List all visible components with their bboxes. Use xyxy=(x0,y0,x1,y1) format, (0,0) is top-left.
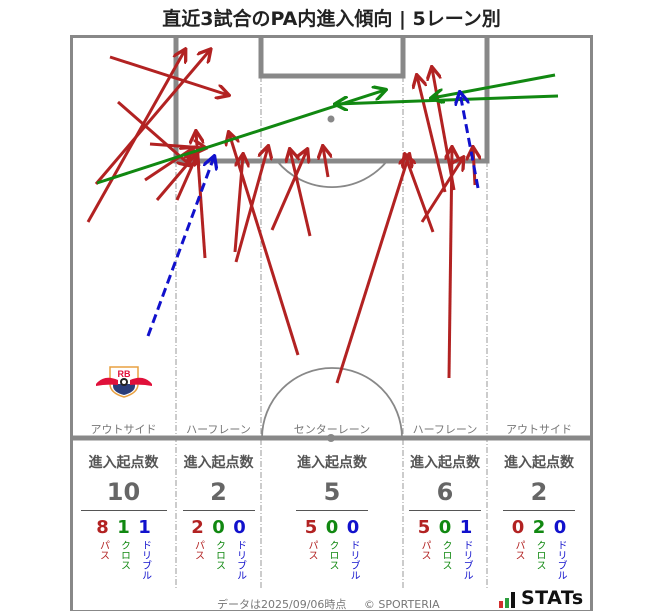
stats-brand-logo: STATs xyxy=(499,588,584,608)
stat-divider xyxy=(80,510,167,511)
lane-label-center: センターレーン xyxy=(293,423,371,436)
lane-stats-outside-left: 進入起点数 10 8 パス 1 クロス 1 ドリブル xyxy=(71,452,176,580)
lane-label-halfspace-right: ハーフレーン xyxy=(412,423,478,436)
dribble-label: ドリブル xyxy=(139,540,151,580)
stat-divider xyxy=(296,510,368,511)
pass-arrow xyxy=(196,132,207,259)
pass-arrow xyxy=(109,55,228,95)
cross-count: 2 xyxy=(532,517,546,538)
pass-label: パス xyxy=(306,540,317,560)
pass-label: パス xyxy=(513,540,524,560)
pass-arrows xyxy=(86,50,475,384)
dribble-label: ドリブル xyxy=(555,540,566,580)
pass-arrow xyxy=(290,150,312,237)
stat-divider xyxy=(182,510,255,511)
pass-count: 0 xyxy=(511,517,525,538)
lane-stats-halfspace-left: 進入起点数 2 2 パス 0 クロス 0 ドリブル xyxy=(176,452,261,580)
footer: データは2025/09/06時点 © SPORTERIA xyxy=(217,596,454,612)
pass-count: 5 xyxy=(304,517,318,538)
dribble-arrows xyxy=(146,93,480,337)
stat-total: 2 xyxy=(210,478,227,506)
pass-arrow xyxy=(432,68,456,191)
pass-arrow xyxy=(234,147,268,263)
stat-total: 6 xyxy=(436,478,454,506)
pass-arrow xyxy=(417,76,447,193)
lane-label-halfspace-left: ハーフレーン xyxy=(186,423,251,436)
cross-label: クロス xyxy=(534,540,545,570)
pass-arrow xyxy=(117,100,190,165)
data-date-note: データは2025/09/06時点 xyxy=(217,598,347,611)
copyright: © SPORTERIA xyxy=(363,598,440,611)
stat-header: 進入起点数 xyxy=(410,455,480,471)
pass-count: 5 xyxy=(417,517,431,538)
dribble-label: ドリブル xyxy=(348,540,359,580)
lane-stats-center: 進入起点数 5 5 パス 0 クロス 0 ドリブル xyxy=(261,452,403,580)
pass-arrow xyxy=(270,150,307,231)
stat-header: 進入起点数 xyxy=(504,455,574,471)
pass-arrow xyxy=(420,158,463,223)
cross-label: クロス xyxy=(327,540,338,570)
stat-header: 進入起点数 xyxy=(88,455,159,471)
lane-label-outside-right: アウトサイド xyxy=(506,423,572,436)
dribble-count: 0 xyxy=(346,517,360,538)
cross-count: 0 xyxy=(325,517,339,538)
team-logo: RB xyxy=(96,366,152,398)
pass-label: パス xyxy=(97,540,109,560)
logo-bar-icon xyxy=(499,601,503,608)
pass-label: パス xyxy=(192,540,204,560)
lane-label-outside-left: アウトサイド xyxy=(90,423,157,436)
dribble-label: ドリブル xyxy=(234,540,246,580)
stat-divider xyxy=(409,510,481,511)
lane-stats-outside-right: 進入起点数 2 0 パス 2 クロス 0 ドリブル xyxy=(487,452,591,580)
dribble-count: 0 xyxy=(553,517,567,538)
pass-count: 8 xyxy=(96,517,109,538)
chart-title: 直近3試合のPA内進入傾向 | 5レーン別 xyxy=(162,8,501,30)
pass-arrow xyxy=(335,155,409,384)
cross-label: クロス xyxy=(118,540,130,570)
cross-label: クロス xyxy=(440,540,451,570)
pass-count: 2 xyxy=(191,517,204,538)
cross-count: 0 xyxy=(212,517,225,538)
lane-stats-halfspace-right: 進入起点数 6 5 パス 0 クロス 1 ドリブル xyxy=(403,452,487,580)
cross-arrows xyxy=(96,73,559,185)
cross-label: クロス xyxy=(213,540,225,570)
logo-bar-icon xyxy=(505,598,509,608)
pass-arrow xyxy=(449,148,452,379)
dribble-arrow xyxy=(460,93,480,189)
stat-header: 進入起点数 xyxy=(297,455,367,471)
dribble-arrow xyxy=(146,157,214,337)
dribble-count: 1 xyxy=(459,517,473,538)
cross-arrow xyxy=(336,94,559,104)
stat-divider xyxy=(503,510,575,511)
stat-total: 2 xyxy=(530,478,548,506)
pass-arrow xyxy=(94,50,210,185)
stat-header: 進入起点数 xyxy=(183,455,254,471)
pass-arrow xyxy=(405,155,435,233)
svg-text:RB: RB xyxy=(118,369,131,379)
cross-arrow xyxy=(432,73,556,98)
cross-count: 0 xyxy=(438,517,452,538)
dribble-count: 0 xyxy=(233,517,246,538)
dribble-count: 1 xyxy=(138,517,151,538)
dribble-label: ドリブル xyxy=(461,540,472,580)
pass-arrow xyxy=(323,147,328,178)
pass-label: パス xyxy=(419,540,430,560)
cross-count: 1 xyxy=(117,517,130,538)
stat-total: 5 xyxy=(323,478,341,506)
stat-total: 10 xyxy=(106,478,141,506)
brand-name: STATs xyxy=(521,587,584,609)
pass-arrow xyxy=(229,133,300,356)
logo-bar-icon xyxy=(511,592,515,608)
